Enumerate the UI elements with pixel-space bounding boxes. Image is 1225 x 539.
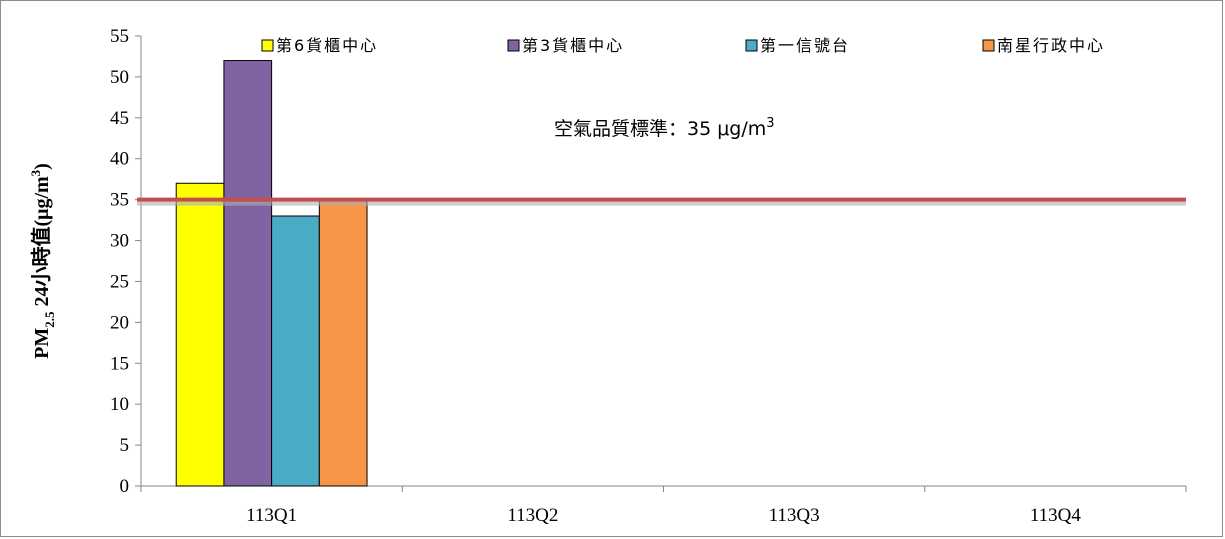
x-tick-label: 113Q3: [769, 505, 820, 526]
y-tick-label: 5: [120, 435, 130, 456]
reference-annotation: 空氣品質標準：35 μg/m3: [554, 116, 775, 140]
y-tick-label: 10: [110, 394, 129, 415]
bar: [223, 60, 273, 487]
y-tick-label: 35: [110, 190, 129, 211]
annotation-superscript: 3: [766, 116, 774, 131]
y-tick-label: 50: [110, 67, 129, 88]
legend-label: 南星行政中心: [997, 36, 1105, 55]
legend-swatch: [261, 39, 274, 52]
ylabel-part: 24小時值(μg/m: [29, 176, 53, 312]
ylabel-part: PM: [31, 328, 53, 359]
y-tick-label: 25: [110, 271, 129, 292]
bar: [318, 199, 368, 487]
legend-label: 第6貨櫃中心: [276, 36, 378, 55]
x-tick-label: 113Q2: [507, 505, 558, 526]
ylabel-superscript: 3: [28, 169, 43, 176]
y-tick-label: 45: [110, 108, 129, 129]
y-tick-label: 30: [110, 231, 129, 252]
legend-swatch: [982, 39, 995, 52]
ylabel-part: ): [31, 163, 53, 170]
bar: [175, 182, 225, 487]
x-tick-label: 113Q4: [1030, 505, 1082, 526]
y-axis-label: PM2.5 24小時值(μg/m3): [28, 163, 57, 359]
legend-label: 第一信號台: [760, 36, 850, 55]
y-tick-label: 55: [110, 26, 129, 47]
y-tick-label: 40: [110, 149, 129, 170]
y-tick-label: 0: [120, 476, 130, 497]
ylabel-subscript: 2.5: [42, 311, 57, 328]
legend-label: 第3貨櫃中心: [522, 36, 624, 55]
bar: [271, 215, 320, 487]
legend-swatch: [745, 39, 758, 52]
y-tick-label: 20: [110, 312, 129, 333]
legend-swatch: [507, 39, 520, 52]
x-tick-label: 113Q1: [246, 505, 297, 526]
y-tick-label: 15: [110, 353, 129, 374]
